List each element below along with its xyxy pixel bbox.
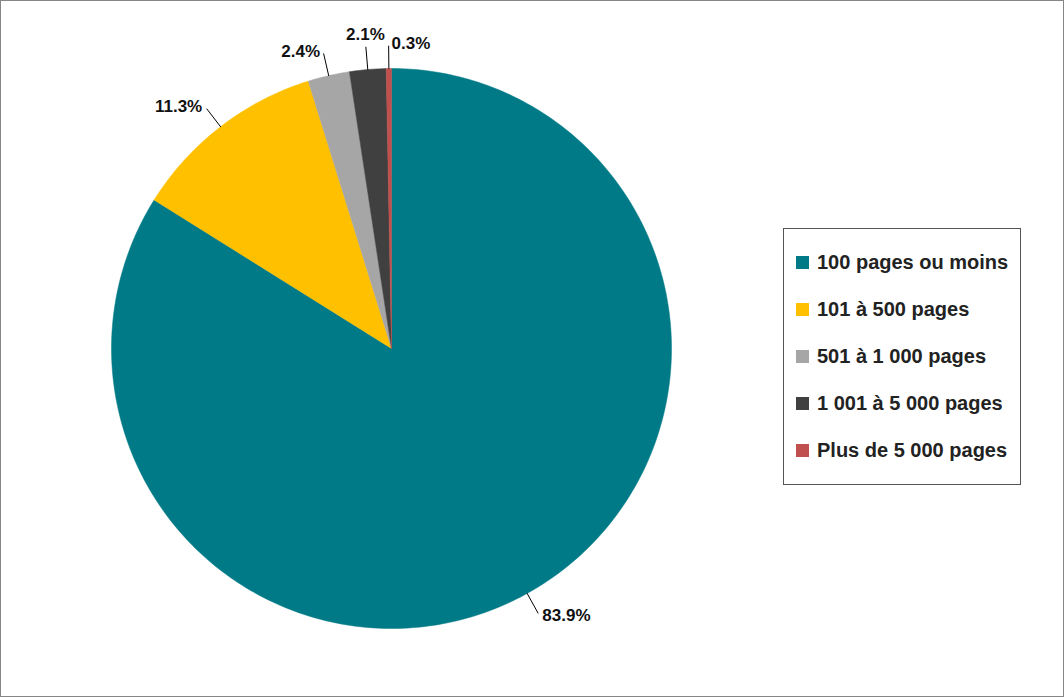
svg-text:83.9%: 83.9% <box>542 606 590 625</box>
html-text:501 à 1 000 pages: 501 à 1 000 pages <box>817 345 986 367</box>
html-text:Plus de 5 000 pages: Plus de 5 000 pages <box>817 439 1008 461</box>
html-text:101 à 500 pages: 101 à 500 pages <box>817 298 970 320</box>
svg-text:11.3%: 11.3% <box>155 97 202 116</box>
html-text:1 001 à 5 000 pages: 1 001 à 5 000 pages <box>817 392 1003 414</box>
svg-text:0.3%: 0.3% <box>392 34 431 53</box>
svg-text:2.1%: 2.1% <box>346 25 385 44</box>
html-text:100 pages ou moins: 100 pages ou moins <box>817 251 1009 273</box>
svg-text:2.4%: 2.4% <box>281 42 320 61</box>
